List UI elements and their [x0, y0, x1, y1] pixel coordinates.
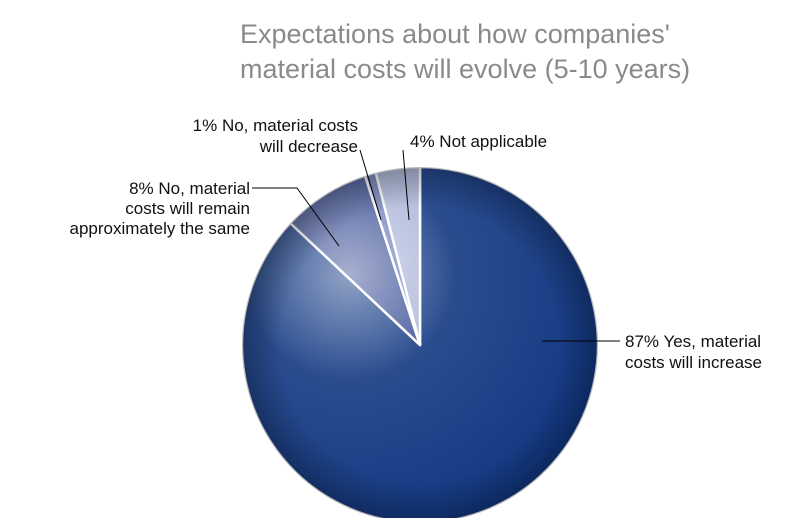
slice-label-same-3: approximately the same — [70, 219, 250, 238]
slice-labels: 87% Yes, material costs will increase 8%… — [70, 116, 762, 372]
leader-line-same — [252, 187, 340, 247]
leader-line-not-applicable — [402, 149, 410, 221]
slice-label-decrease-2: will decrease — [259, 137, 358, 156]
slice-label-decrease-1: 1% No, material costs — [193, 116, 358, 135]
slice-label-same-1: 8% No, material — [129, 179, 250, 198]
slice-label-increase-1: 87% Yes, material — [625, 332, 761, 351]
chart-title-line-1: Expectations about how companies' — [240, 19, 670, 49]
slice-label-same-2: costs will remain — [125, 199, 250, 218]
chart-title-line-2: material costs will evolve (5-10 years) — [240, 54, 690, 84]
leader-lines — [252, 149, 620, 342]
pie-edge-shade — [242, 167, 598, 518]
leader-line-decrease — [359, 149, 382, 221]
slice-label-not-applicable: 4% Not applicable — [410, 132, 547, 151]
slice-label-increase-2: costs will increase — [625, 353, 762, 372]
chart-title: Expectations about how companies' materi… — [240, 19, 690, 84]
